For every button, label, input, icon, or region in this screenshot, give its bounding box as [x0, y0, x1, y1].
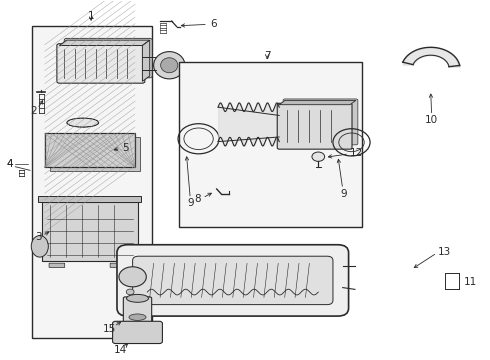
- Text: 9: 9: [340, 189, 347, 199]
- FancyBboxPatch shape: [133, 256, 333, 305]
- FancyBboxPatch shape: [110, 263, 126, 267]
- Text: 2: 2: [30, 106, 37, 116]
- Polygon shape: [143, 40, 150, 81]
- Text: 3: 3: [35, 232, 42, 242]
- Polygon shape: [59, 40, 150, 45]
- Circle shape: [312, 152, 325, 161]
- FancyBboxPatch shape: [32, 26, 152, 338]
- Text: 15: 15: [102, 324, 116, 334]
- FancyBboxPatch shape: [283, 99, 358, 145]
- Text: 4: 4: [6, 159, 13, 169]
- Ellipse shape: [126, 294, 148, 302]
- Ellipse shape: [31, 235, 49, 257]
- FancyBboxPatch shape: [49, 137, 140, 171]
- Circle shape: [119, 267, 147, 287]
- FancyBboxPatch shape: [45, 134, 135, 167]
- Text: 12: 12: [350, 148, 363, 158]
- FancyBboxPatch shape: [277, 103, 352, 149]
- FancyBboxPatch shape: [64, 39, 152, 78]
- Text: 5: 5: [122, 143, 128, 153]
- Text: 8: 8: [195, 194, 201, 204]
- Polygon shape: [279, 100, 356, 105]
- FancyBboxPatch shape: [179, 62, 362, 226]
- FancyBboxPatch shape: [38, 196, 142, 202]
- Text: 9: 9: [187, 198, 194, 208]
- FancyBboxPatch shape: [49, 263, 65, 267]
- Text: 10: 10: [425, 115, 438, 125]
- Ellipse shape: [67, 118, 98, 127]
- Text: 13: 13: [438, 247, 451, 257]
- FancyBboxPatch shape: [42, 202, 138, 261]
- Ellipse shape: [154, 51, 185, 79]
- FancyBboxPatch shape: [117, 245, 348, 316]
- Text: 7: 7: [264, 50, 270, 60]
- Circle shape: [126, 289, 134, 295]
- Ellipse shape: [129, 314, 146, 320]
- Text: 14: 14: [114, 345, 127, 355]
- Text: 6: 6: [210, 19, 217, 29]
- FancyBboxPatch shape: [123, 297, 152, 327]
- Text: 11: 11: [464, 277, 477, 287]
- Text: 1: 1: [88, 11, 95, 21]
- FancyBboxPatch shape: [113, 321, 162, 343]
- Ellipse shape: [161, 58, 178, 73]
- Text: 4: 4: [6, 159, 13, 169]
- FancyBboxPatch shape: [57, 44, 145, 83]
